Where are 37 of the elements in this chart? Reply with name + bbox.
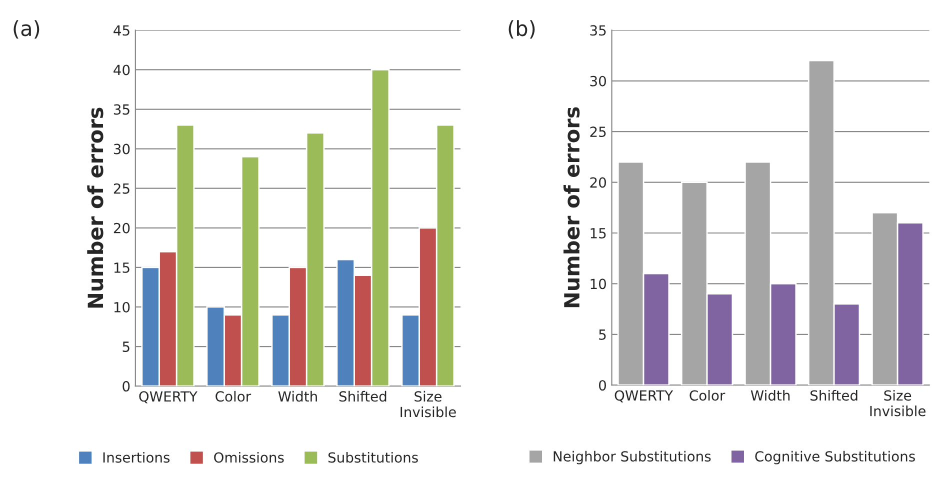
chart-title: (a) [14, 20, 40, 39]
chart-title: (b) [508, 20, 535, 39]
y-axis-title: Number of errors [87, 108, 104, 308]
y-tick-label: 30 [590, 76, 606, 86]
legend-label: Insertions [103, 452, 170, 463]
x-tick-label: Color [690, 390, 726, 401]
y-tick-label: 5 [122, 342, 130, 352]
y-tick-label: 45 [114, 25, 130, 36]
y-tick-label: 20 [114, 222, 130, 234]
legend-label: Neighbor Substitutions [554, 450, 711, 464]
y-tick-label: 5 [599, 330, 606, 340]
y-tick-label: 15 [590, 228, 606, 238]
x-tick-label: Size Invisible [870, 390, 926, 416]
y-tick-label: 35 [590, 25, 606, 36]
y-axis-title: Number of errors [564, 107, 580, 308]
y-tick-label: 10 [114, 302, 130, 312]
x-tick-label: Width [750, 390, 790, 401]
legend-label: Cognitive Substitutions [755, 450, 915, 464]
x-tick-label: Shifted [810, 390, 858, 401]
y-tick-label: 40 [114, 64, 130, 76]
x-tick-label: Width [278, 390, 317, 402]
x-tick-label: Shifted [339, 390, 386, 402]
y-tick-label: 25 [590, 126, 606, 138]
x-tick-label: Size Invisible [400, 390, 456, 418]
legend-label: Substitutions [328, 452, 418, 463]
x-tick-label: Color [216, 390, 252, 402]
x-tick-label: QWERTY [614, 390, 674, 402]
y-tick-label: 0 [122, 381, 130, 392]
y-tick-label: 0 [598, 380, 606, 391]
y-tick-label: 25 [114, 183, 130, 194]
y-tick-label: 20 [590, 177, 606, 188]
y-tick-label: 15 [114, 262, 130, 273]
y-tick-label: 35 [114, 104, 130, 115]
y-tick-label: 30 [114, 144, 130, 154]
y-tick-label: 10 [590, 278, 606, 290]
legend-label: Omissions [214, 452, 284, 463]
x-tick-label: QWERTY [139, 391, 198, 404]
